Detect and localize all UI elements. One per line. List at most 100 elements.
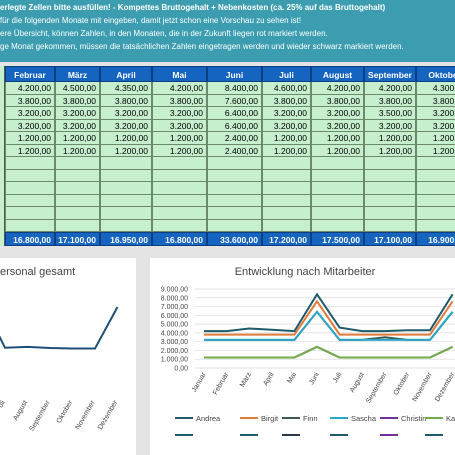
cell: 8.400,00 <box>207 82 262 95</box>
header-cell: Mai <box>152 66 207 82</box>
empty-cell <box>55 182 100 195</box>
cell: 3.200,00 <box>152 119 207 132</box>
cell: 1.200,00 <box>364 144 416 157</box>
data-line <box>204 299 454 336</box>
empty-cell <box>262 157 311 170</box>
empty-cell <box>364 182 416 195</box>
total-cell: 17.500,00 <box>311 232 364 246</box>
cell: 3.200,00 <box>55 119 100 132</box>
cell: 3.800,00 <box>262 94 311 107</box>
legend-label: Finn <box>303 414 318 423</box>
total-cell: 16.800,00 <box>152 232 207 246</box>
empty-cell <box>311 219 364 232</box>
empty-cell <box>207 207 262 220</box>
total-cell: 16.900,00 <box>416 232 455 246</box>
empty-cell <box>207 182 262 195</box>
empty-cell <box>55 207 100 220</box>
empty-cell <box>364 207 416 220</box>
empty-cell <box>207 219 262 232</box>
total-cell: 17.200,00 <box>262 232 311 246</box>
cell: 3.200,00 <box>100 107 152 120</box>
header-cell: April <box>100 66 152 82</box>
empty-cell <box>262 169 311 182</box>
empty-cell <box>152 182 207 195</box>
x-tick-label: Mai <box>286 371 298 385</box>
cell: 3.200,00 <box>262 107 311 120</box>
cell: 4.500,00 <box>55 82 100 95</box>
empty-cell <box>364 194 416 207</box>
empty-cell <box>55 194 100 207</box>
empty-cell <box>55 219 100 232</box>
empty-cell <box>100 194 152 207</box>
cell: 1.200,00 <box>311 144 364 157</box>
cell: 1.200,00 <box>55 144 100 157</box>
empty-cell <box>152 194 207 207</box>
cell: 3.800,00 <box>416 94 455 107</box>
y-tick-label: 0,00 <box>174 366 188 373</box>
banner-line: erlegte Zellen bitte ausfüllen! - Kompet… <box>0 3 386 12</box>
empty-cell <box>262 194 311 207</box>
empty-cell <box>5 157 55 170</box>
legend-label: Christin <box>401 414 426 423</box>
empty-cell <box>5 169 55 182</box>
empty-cell <box>311 169 364 182</box>
cell: 1.200,00 <box>152 132 207 145</box>
banner-line: für die folgenden Monate mit eingeben, d… <box>0 16 302 25</box>
header-cell: September <box>364 66 416 82</box>
empty-cell <box>416 169 455 182</box>
total-cell: 17.100,00 <box>364 232 416 246</box>
empty-cell <box>152 157 207 170</box>
empty-cell <box>416 207 455 220</box>
data-line <box>204 292 454 333</box>
cell: 1.200,00 <box>152 144 207 157</box>
cell: 3.200,00 <box>55 107 100 120</box>
header-cell: Oktobe <box>416 66 455 82</box>
cell: 3.800,00 <box>364 94 416 107</box>
cell: 3.800,00 <box>5 94 55 107</box>
empty-cell <box>55 169 100 182</box>
empty-cell <box>416 219 455 232</box>
cell: 1.200,00 <box>100 132 152 145</box>
cell: 3.200,00 <box>100 119 152 132</box>
banner: erlegte Zellen bitte ausfüllen! - Kompet… <box>0 0 455 62</box>
cell: 3.800,00 <box>55 94 100 107</box>
cell: 3.200,00 <box>262 119 311 132</box>
header-cell: Februar <box>5 66 55 82</box>
empty-cell <box>416 157 455 170</box>
empty-cell <box>100 219 152 232</box>
empty-cell <box>262 207 311 220</box>
empty-cell <box>311 207 364 220</box>
cell: 3.200,00 <box>416 107 455 120</box>
empty-cell <box>5 194 55 207</box>
empty-cell <box>262 219 311 232</box>
empty-cell <box>5 219 55 232</box>
cell: 4.300,00 <box>416 82 455 95</box>
empty-cell <box>207 157 262 170</box>
y-tick-label: 1.000,00 <box>161 357 188 364</box>
empty-cell <box>100 182 152 195</box>
cell: 1.200,00 <box>311 132 364 145</box>
header-cell: Juli <box>262 66 311 82</box>
x-tick-label: Juli <box>332 371 344 384</box>
y-tick-label: 5.000,00 <box>161 322 188 329</box>
cell: 3.200,00 <box>416 119 455 132</box>
y-tick-label: 2.000,00 <box>161 348 188 355</box>
empty-cell <box>152 169 207 182</box>
banner-line: ge Monat gekommen, müssen die tatsächlic… <box>0 42 404 51</box>
total-cell: 16.800,00 <box>5 232 55 246</box>
total-cell: 17.100,00 <box>55 232 100 246</box>
data-line <box>204 310 454 341</box>
cell: 4.350,00 <box>100 82 152 95</box>
chart-title: Entwicklung nach Mitarbeiter <box>235 266 376 278</box>
empty-cell <box>152 207 207 220</box>
empty-cell <box>207 194 262 207</box>
y-tick-label: 9.000,00 <box>161 287 188 294</box>
empty-cell <box>311 182 364 195</box>
empty-cell <box>416 182 455 195</box>
cell: 3.800,00 <box>152 94 207 107</box>
cell: 1.200,00 <box>364 132 416 145</box>
data-line <box>0 306 119 350</box>
header-cell: Juni <box>207 66 262 82</box>
